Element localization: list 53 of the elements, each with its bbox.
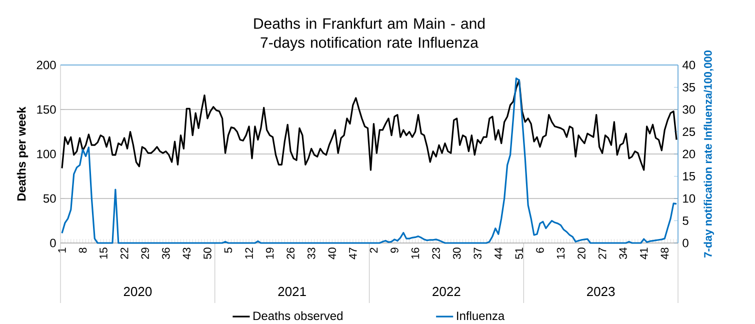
x-tick-label: 27 — [598, 248, 606, 259]
x-tick-label: 8 — [78, 248, 87, 253]
x-tick-label: 29 — [141, 248, 150, 259]
y2-axis-title: 7-day notification rate Influenza/100,000 — [704, 50, 714, 258]
y2-tick-label: 0 — [682, 238, 688, 248]
text: 2022 — [432, 286, 460, 296]
y2-tick-label: 25 — [682, 128, 696, 136]
y2-tick-label: 40 — [682, 60, 696, 70]
legend-label: Deaths observed — [254, 311, 342, 320]
y2-tick-label: 10 — [683, 194, 696, 203]
x-tick-label: 16 — [411, 248, 420, 259]
x-tick-label: 30 — [452, 248, 461, 260]
x-tick-label: 22 — [120, 248, 128, 259]
y2-tick-label: 20 — [682, 150, 696, 158]
x-tick-label: 40 — [328, 248, 336, 260]
x-tick-label: 19 — [266, 248, 274, 259]
x-tick-label: 1 — [58, 248, 66, 252]
x-tick-label: 51 — [515, 248, 524, 259]
x-tick-label: 23 — [432, 248, 440, 259]
y-tick-label: 100 — [37, 150, 56, 158]
y-axis-title: Deaths per week — [16, 106, 28, 201]
x-tick-label: 43 — [182, 248, 191, 260]
text: 2023 — [587, 286, 615, 296]
x-tick-label: 5 — [224, 248, 232, 253]
y2-tick-label: 30 — [682, 105, 696, 114]
y2-tick-label: 5 — [682, 216, 688, 225]
x-tick-label: 15 — [100, 248, 108, 259]
y2-tick-label: 15 — [683, 172, 696, 180]
x-tick-label: 34 — [619, 248, 627, 260]
chart-title: Deaths in Frankfurt am Main - and 7-days notification rate Influenza — [254, 18, 485, 51]
x-tick-label: 41 — [640, 248, 648, 260]
y-tick-label: 50 — [43, 194, 56, 203]
x-tick-label: 44 — [494, 248, 502, 260]
x-tick-label: 47 — [349, 248, 357, 260]
x-tick-label: 48 — [660, 248, 669, 260]
x-tick-label: 20 — [578, 248, 586, 259]
x-tick-label: 12 — [245, 248, 253, 259]
x-tick-label: 9 — [390, 248, 398, 253]
y2-tick-label: 35 — [682, 83, 696, 92]
text: 2020 — [124, 286, 152, 296]
x-tick-label: 13 — [556, 248, 565, 259]
x-tick-label: 2 — [370, 248, 378, 253]
x-tick-label: 36 — [162, 248, 170, 260]
text: 2021 — [278, 286, 306, 296]
y-tick-label: 200 — [36, 60, 56, 70]
y-tick-label: 150 — [37, 105, 56, 114]
x-tick-label: 33 — [307, 248, 316, 260]
legend-label: Influenza — [457, 311, 505, 320]
x-tick-label: 37 — [474, 248, 482, 260]
x-tick-label: 26 — [286, 248, 294, 259]
x-tick-label: 50 — [204, 248, 212, 259]
x-tick-label: 6 — [536, 248, 544, 253]
y-tick-label: 0 — [50, 238, 56, 248]
